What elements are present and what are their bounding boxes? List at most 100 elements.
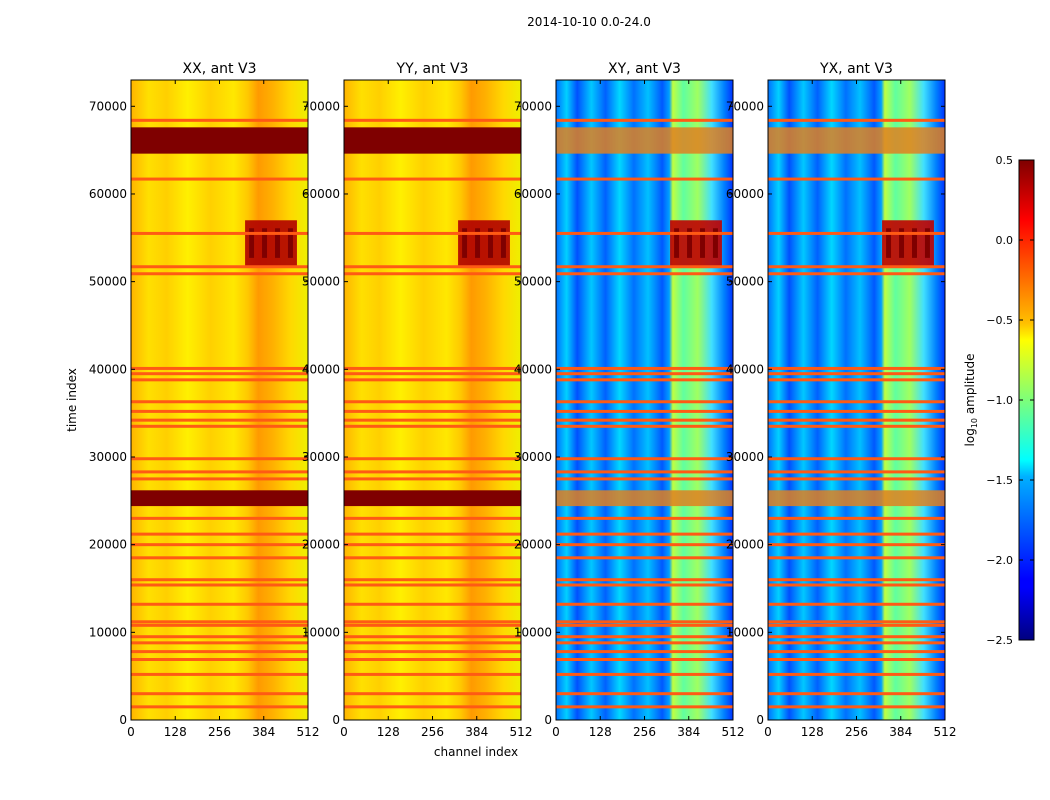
flagged-row	[131, 231, 308, 235]
flagged-row	[556, 457, 733, 461]
flagged-row	[768, 272, 945, 276]
flagged-row	[768, 620, 945, 624]
rfi-block-cell	[924, 228, 930, 258]
flagged-row	[131, 372, 308, 376]
flagged-row	[344, 400, 521, 404]
panel-3: XY, ant V3 0 128 256 384 512 0 10000 20000 30000 4…	[514, 61, 745, 739]
flagged-row	[344, 231, 521, 235]
heatmap-background	[768, 80, 945, 720]
flagged-row	[131, 578, 308, 582]
flagged-band	[768, 490, 945, 507]
flagged-row	[556, 177, 733, 181]
flagged-row	[768, 532, 945, 536]
flagged-row	[344, 692, 521, 696]
x-tick-label: 256	[633, 725, 656, 739]
y-tick-label: 40000	[89, 362, 127, 376]
rfi-block-cell	[886, 228, 892, 258]
colorbar-label: log10 amplitude	[963, 354, 979, 447]
rfi-block-cell	[488, 228, 493, 258]
flagged-row	[131, 635, 308, 639]
flagged-row	[556, 641, 733, 645]
flagged-row	[556, 265, 733, 269]
flagged-row	[344, 366, 521, 370]
flagged-row	[344, 265, 521, 269]
flagged-row	[768, 641, 945, 645]
flagged-band	[344, 127, 521, 154]
flagged-row	[768, 635, 945, 639]
panel-title: XX, ant V3	[183, 61, 257, 77]
flagged-row	[768, 658, 945, 662]
colorbar-tick-label: −2.0	[986, 554, 1013, 567]
flagged-row	[768, 409, 945, 413]
flagged-row	[131, 477, 308, 481]
x-tick-label: 512	[934, 725, 957, 739]
flagged-row	[344, 658, 521, 662]
heatmap-panels: XX, ant V3 0 128 256 384 512 0 10000 20000 30000 4…	[89, 61, 957, 739]
flagged-row	[131, 516, 308, 520]
y-tick-label: 60000	[302, 187, 340, 201]
flagged-row	[344, 409, 521, 413]
flagged-row	[768, 516, 945, 520]
flagged-row	[131, 366, 308, 370]
flagged-row	[344, 177, 521, 181]
flagged-row	[131, 583, 308, 587]
rfi-block-cell	[262, 228, 268, 258]
y-tick-label: 10000	[89, 625, 127, 639]
y-tick-label: 0	[332, 713, 340, 727]
figure-suptitle: 2014-10-10 0.0-24.0	[527, 15, 651, 29]
x-tick-label: 256	[421, 725, 444, 739]
flagged-row	[344, 672, 521, 676]
y-tick-label: 70000	[89, 99, 127, 113]
flagged-row	[556, 470, 733, 474]
y-tick-label: 10000	[302, 625, 340, 639]
colorbar-tick-label: −1.5	[986, 474, 1013, 487]
flagged-row	[768, 231, 945, 235]
x-tick-label: 0	[340, 725, 348, 739]
flagged-row	[131, 378, 308, 382]
flagged-row	[131, 177, 308, 181]
y-tick-label: 40000	[514, 362, 552, 376]
rfi-block-cell	[462, 228, 468, 258]
y-tick-label: 30000	[514, 450, 552, 464]
y-tick-label: 30000	[302, 450, 340, 464]
flagged-row	[131, 272, 308, 276]
flagged-row	[344, 543, 521, 547]
flagged-row	[556, 231, 733, 235]
rfi-block-cell	[500, 228, 506, 258]
flagged-row	[131, 418, 308, 422]
flagged-row	[768, 705, 945, 709]
flagged-row	[344, 477, 521, 481]
panel-2: YY, ant V3 0 128 256 384 512 0 10000 20000 30000 4…	[302, 61, 533, 739]
flagged-row	[768, 578, 945, 582]
flagged-row	[556, 556, 733, 560]
flagged-row	[768, 672, 945, 676]
colorbar-tick-label: −1.0	[986, 394, 1013, 407]
flagged-row	[556, 366, 733, 370]
y-tick-label: 50000	[89, 275, 127, 289]
flagged-row	[768, 177, 945, 181]
flagged-row	[556, 623, 733, 627]
rfi-block-cell	[899, 228, 905, 258]
colorbar-tick-label: 0.5	[996, 154, 1014, 167]
flagged-row	[344, 272, 521, 276]
flagged-row	[344, 424, 521, 428]
flagged-row	[768, 418, 945, 422]
flagged-band	[131, 127, 308, 154]
flagged-row	[556, 516, 733, 520]
flagged-row	[131, 543, 308, 547]
flagged-row	[556, 650, 733, 654]
x-tick-label: 0	[127, 725, 135, 739]
rfi-block-cell	[287, 228, 293, 258]
y-tick-label: 50000	[302, 275, 340, 289]
y-tick-label: 20000	[514, 538, 552, 552]
flagged-band	[131, 490, 308, 507]
y-tick-label: 70000	[726, 99, 764, 113]
x-tick-label: 384	[677, 725, 700, 739]
flagged-row	[556, 543, 733, 547]
flagged-row	[556, 620, 733, 624]
x-tick-label: 128	[801, 725, 824, 739]
y-tick-label: 70000	[302, 99, 340, 113]
flagged-row	[344, 623, 521, 627]
flagged-row	[344, 641, 521, 645]
